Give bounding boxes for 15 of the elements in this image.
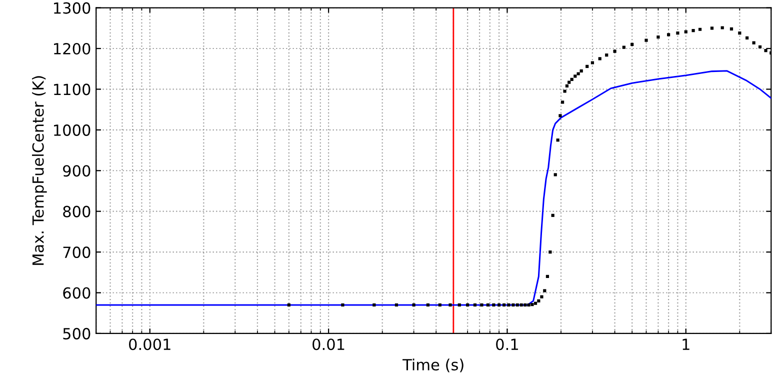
y-tick-label: 800 [63,206,90,218]
x-axis-title: Time (s) [402,358,464,372]
y-tick-label: 1100 [54,84,90,96]
x-tick-label: 0.01 [312,338,344,350]
x-tick-label: 1 [682,338,690,350]
y-tick-label: 500 [63,328,90,340]
y-tick-label: 600 [63,287,90,299]
x-tick-label: 0.001 [129,338,170,350]
y-tick-label: 700 [63,246,90,258]
y-tick-label: 1300 [54,2,90,14]
y-tick-label: 1200 [54,42,90,55]
y-axis-title: Max. TempFuelCenter (K) [32,76,47,265]
y-tick-label: 900 [63,165,90,177]
x-tick-label: 0.1 [496,338,518,350]
y-tick-label: 1000 [54,124,90,136]
